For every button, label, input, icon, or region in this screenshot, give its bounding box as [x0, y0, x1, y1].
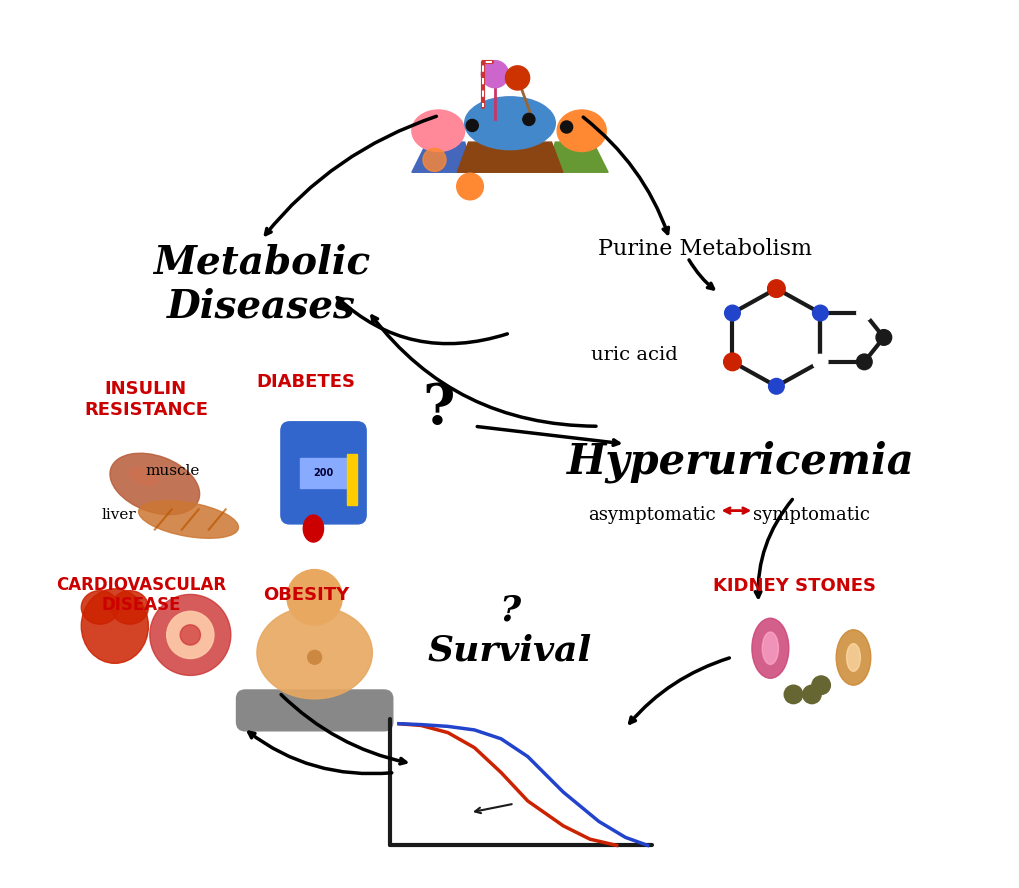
Ellipse shape [751, 618, 788, 678]
Ellipse shape [846, 644, 860, 671]
Bar [300, 457, 346, 488]
Circle shape [812, 305, 827, 321]
Circle shape [723, 305, 740, 321]
Circle shape [466, 119, 478, 131]
Text: Metabolic
Diseases: Metabolic Diseases [153, 243, 370, 325]
Circle shape [505, 66, 529, 90]
Circle shape [856, 354, 871, 369]
Circle shape [767, 280, 785, 297]
Ellipse shape [139, 501, 238, 538]
FancyBboxPatch shape [280, 422, 366, 524]
Ellipse shape [111, 591, 148, 624]
Text: ?: ? [422, 381, 454, 436]
Text: KIDNEY STONES: KIDNEY STONES [712, 577, 874, 595]
Polygon shape [547, 142, 607, 172]
Text: ?
Survival: ? Survival [427, 594, 592, 667]
Circle shape [813, 355, 826, 369]
Text: 200: 200 [313, 468, 333, 478]
Ellipse shape [412, 110, 465, 152]
Circle shape [857, 306, 870, 320]
Ellipse shape [761, 632, 777, 664]
Ellipse shape [82, 589, 148, 663]
Circle shape [180, 625, 201, 645]
Text: liver: liver [102, 508, 137, 522]
Circle shape [150, 594, 230, 676]
Text: asymptomatic: asymptomatic [588, 506, 715, 524]
Ellipse shape [82, 591, 118, 624]
Text: Purine Metabolism: Purine Metabolism [598, 238, 811, 259]
Text: Hyperuricemia: Hyperuricemia [567, 440, 914, 483]
Polygon shape [457, 142, 562, 172]
Ellipse shape [303, 515, 323, 542]
Text: muscle: muscle [146, 464, 200, 478]
Text: DIABETES: DIABETES [256, 373, 355, 391]
Circle shape [811, 676, 829, 694]
Text: OBESITY: OBESITY [262, 586, 348, 604]
Circle shape [481, 60, 508, 88]
Bar [346, 455, 357, 505]
Circle shape [423, 148, 445, 171]
Circle shape [784, 686, 802, 703]
FancyBboxPatch shape [236, 690, 392, 731]
Circle shape [768, 378, 784, 394]
Text: uric acid: uric acid [590, 346, 677, 364]
Circle shape [560, 121, 572, 133]
Text: symptomatic: symptomatic [753, 506, 869, 524]
Circle shape [523, 114, 534, 125]
Ellipse shape [129, 468, 158, 485]
Circle shape [166, 611, 214, 659]
Circle shape [802, 686, 820, 703]
Ellipse shape [556, 110, 605, 152]
Ellipse shape [465, 97, 554, 150]
Circle shape [722, 353, 741, 370]
Ellipse shape [110, 453, 200, 515]
Polygon shape [412, 142, 472, 172]
Circle shape [286, 569, 342, 625]
Ellipse shape [836, 630, 870, 686]
Circle shape [308, 650, 321, 664]
Circle shape [875, 329, 891, 345]
Circle shape [457, 173, 483, 200]
Ellipse shape [257, 607, 372, 699]
Text: CARDIOVASCULAR
DISEASE: CARDIOVASCULAR DISEASE [56, 575, 226, 614]
Text: INSULIN
RESISTANCE: INSULIN RESISTANCE [84, 380, 208, 419]
